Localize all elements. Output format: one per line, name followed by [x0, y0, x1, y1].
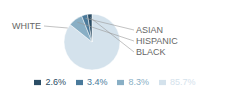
html-text:3.4%: 3.4%: [87, 77, 108, 87]
html-text:8.3%: 8.3%: [128, 77, 149, 87]
svg-text:ASIAN: ASIAN: [136, 25, 163, 35]
svg-text:HISPANIC: HISPANIC: [136, 36, 178, 46]
html-text:85.7%: 85.7%: [170, 77, 196, 87]
html-text:2.6%: 2.6%: [45, 77, 66, 87]
svg-text:WHITE: WHITE: [12, 21, 41, 31]
svg-text:BLACK: BLACK: [136, 47, 166, 57]
